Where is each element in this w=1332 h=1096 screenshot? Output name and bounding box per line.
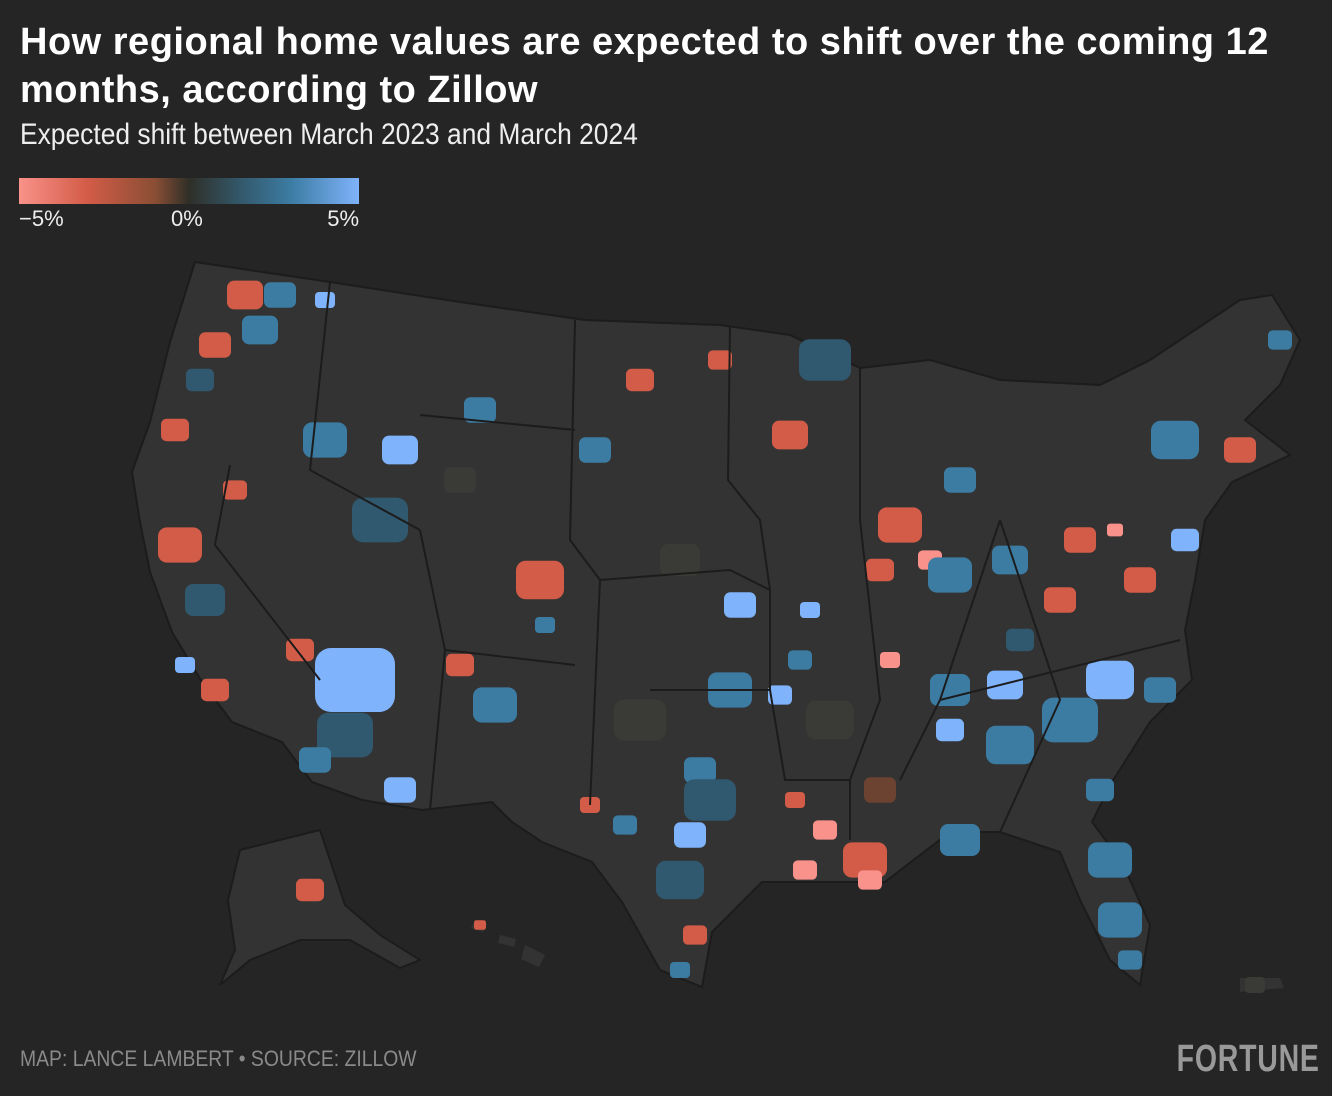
metro-region <box>940 824 980 856</box>
metro-region <box>1086 660 1134 700</box>
metro-region <box>772 420 808 450</box>
metro-region <box>315 292 335 308</box>
metro-region <box>264 282 296 308</box>
metro-region <box>866 558 894 582</box>
metro-region <box>473 687 517 723</box>
metro-region <box>1124 567 1156 593</box>
source-credit: MAP: LANCE LAMBERT • SOURCE: ZILLOW <box>20 1046 417 1071</box>
metro-region <box>1118 950 1142 970</box>
metro-region <box>1224 437 1256 463</box>
metro-region <box>516 560 564 600</box>
metro-region <box>785 792 805 808</box>
metro-region <box>1064 527 1096 553</box>
metro-region <box>201 678 229 702</box>
metro-region <box>858 870 882 890</box>
metro-region <box>768 685 792 705</box>
metro-region <box>1268 330 1292 350</box>
metro-region <box>535 617 555 633</box>
metro-region <box>299 747 331 773</box>
state-borders <box>213 281 1181 840</box>
metro-region <box>843 842 887 878</box>
metro-region <box>384 777 416 803</box>
legend-gradient-bar <box>19 178 359 204</box>
hawaii-shape <box>471 920 545 967</box>
chart-subtitle: Expected shift between March 2023 and Ma… <box>20 118 638 151</box>
metro-region <box>1088 842 1132 878</box>
metro-region <box>1044 587 1076 613</box>
metro-region <box>186 368 214 392</box>
metro-region <box>992 545 1028 575</box>
metro-region <box>928 557 972 593</box>
metro-region <box>382 435 418 465</box>
metro-region <box>684 779 736 821</box>
metro-region <box>799 339 851 381</box>
metro-region <box>474 920 486 930</box>
metro-region <box>674 822 706 848</box>
metro-region <box>813 820 837 840</box>
metro-region <box>1006 628 1034 652</box>
metro-region <box>227 280 263 310</box>
metro-region <box>579 437 611 463</box>
metro-region <box>724 592 756 618</box>
metro-region <box>986 725 1034 765</box>
metro-region <box>464 397 496 423</box>
metro-region <box>352 497 408 543</box>
metro-region <box>1107 523 1123 537</box>
metro-region <box>806 700 854 740</box>
metro-region <box>199 332 231 358</box>
legend-mid-label: 0% <box>171 206 203 231</box>
metro-region <box>242 315 278 345</box>
metro-region <box>223 480 247 500</box>
metro-region <box>683 925 707 945</box>
metro-region <box>684 757 716 783</box>
metro-region <box>1171 528 1199 552</box>
metro-region <box>936 718 964 742</box>
metro-region <box>161 418 189 442</box>
metro-region <box>315 648 395 712</box>
metro-region <box>987 670 1023 700</box>
color-legend: −5% 0% 5% <box>19 178 359 232</box>
metro-region <box>670 962 690 978</box>
metro-region <box>660 544 700 576</box>
metro-region <box>788 650 812 670</box>
metro-region <box>1098 902 1142 938</box>
metro-region <box>1245 977 1265 993</box>
alaska-shape <box>219 828 423 986</box>
metro-region <box>930 674 970 706</box>
metro-region <box>880 652 900 668</box>
metro-region <box>864 777 896 803</box>
contiguous-us-shape <box>130 260 1302 989</box>
metro-region <box>296 878 324 902</box>
metro-region <box>1086 778 1114 802</box>
metro-region <box>944 467 976 493</box>
metro-region <box>708 350 732 370</box>
fortune-logo: FORTUNE <box>1177 1038 1320 1080</box>
legend-max-label: 5% <box>327 206 359 231</box>
legend-min-label: −5% <box>19 206 64 231</box>
metro-region <box>158 527 202 563</box>
metro-region <box>800 602 820 618</box>
metro-region <box>317 712 373 758</box>
metro-region <box>793 860 817 880</box>
chart-title: How regional home values are expected to… <box>20 21 1269 111</box>
metro-region <box>175 657 195 673</box>
metro-region <box>656 860 704 900</box>
metro-region <box>446 653 474 677</box>
metro-region <box>613 815 637 835</box>
metro-region <box>1151 420 1199 460</box>
metro-region <box>303 422 347 458</box>
metro-region <box>614 699 666 741</box>
metro-region <box>444 467 476 493</box>
metro-region <box>185 584 225 616</box>
metro-region <box>878 507 922 543</box>
metro-region <box>1144 677 1176 703</box>
metro-region <box>626 368 654 392</box>
